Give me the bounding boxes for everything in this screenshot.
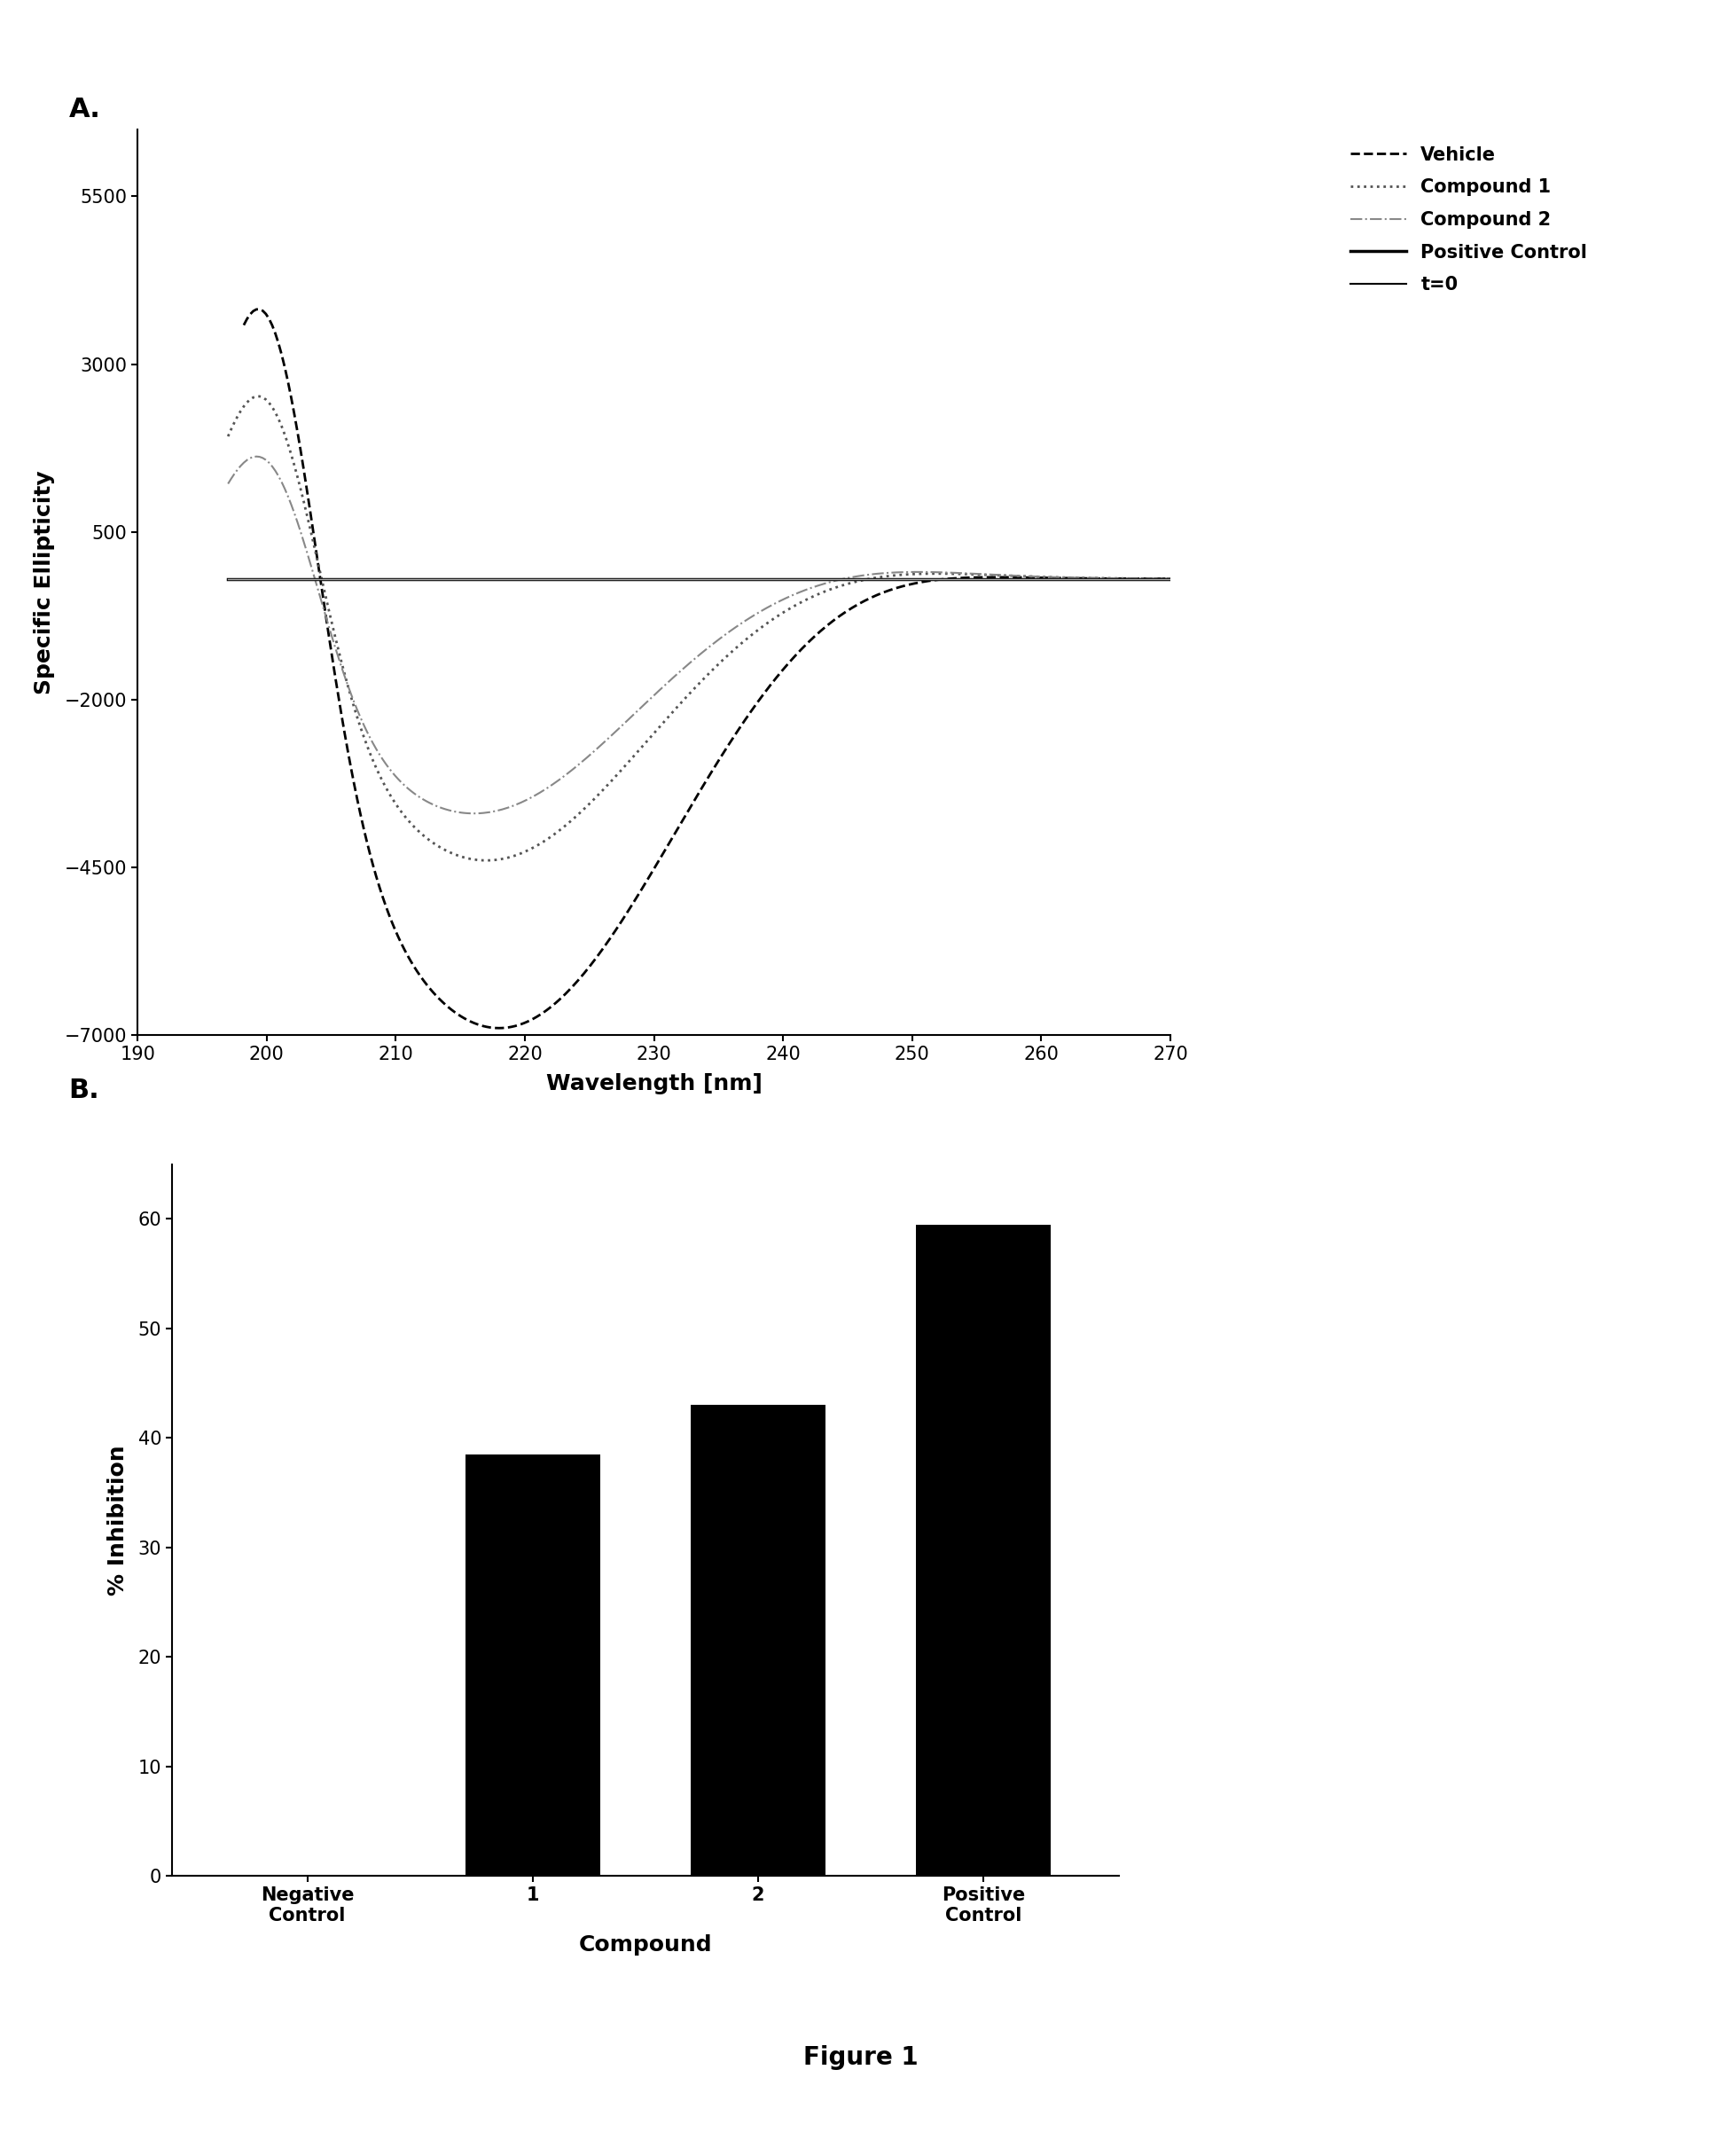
Compound 2 — [246, 444, 267, 470]
Vehicle — [778, 649, 799, 675]
Text: Figure 1: Figure 1 — [804, 2044, 917, 2070]
Y-axis label: Specific Ellipticity: Specific Ellipticity — [34, 470, 55, 694]
t=0 — [778, 565, 799, 591]
Vehicle — [1160, 565, 1181, 591]
Compound 2 — [1019, 563, 1039, 589]
Compound 1 — [219, 423, 239, 448]
Line: Compound 1: Compound 1 — [229, 397, 1170, 860]
Text: A.: A. — [69, 97, 100, 123]
Compound 1 — [1019, 563, 1039, 589]
Positive Control — [1072, 565, 1093, 591]
Positive Control — [1012, 565, 1033, 591]
Positive Control — [219, 565, 239, 591]
Vehicle — [776, 653, 797, 679]
Compound 2 — [220, 466, 241, 492]
Line: Vehicle: Vehicle — [244, 308, 1170, 1028]
Compound 2 — [800, 576, 821, 602]
Compound 1 — [1160, 565, 1181, 591]
t=0 — [776, 565, 797, 591]
Compound 1 — [1077, 565, 1098, 591]
Compound 1 — [477, 847, 497, 873]
Vehicle — [795, 634, 816, 660]
Compound 1 — [800, 584, 821, 610]
Legend: Vehicle, Compound 1, Compound 2, Positive Control, t=0: Vehicle, Compound 1, Compound 2, Positiv… — [1342, 138, 1595, 302]
Compound 2 — [1160, 565, 1181, 591]
t=0 — [1012, 565, 1033, 591]
Compound 2 — [463, 800, 484, 826]
Y-axis label: % Inhibition: % Inhibition — [107, 1445, 127, 1595]
Vehicle — [1012, 565, 1033, 591]
X-axis label: Compound: Compound — [578, 1934, 712, 1955]
Compound 1 — [250, 384, 270, 410]
Positive Control — [220, 565, 241, 591]
Compound 2 — [1077, 565, 1098, 591]
Compound 1 — [220, 416, 241, 442]
Positive Control — [776, 565, 797, 591]
t=0 — [219, 565, 239, 591]
Text: B.: B. — [69, 1078, 100, 1104]
Compound 2 — [781, 582, 802, 608]
Compound 2 — [785, 582, 805, 608]
Bar — [465, 1455, 601, 1876]
Bar — [690, 1406, 826, 1876]
Positive Control — [1160, 565, 1181, 591]
Bar — [916, 1225, 1052, 1876]
Vehicle — [1072, 565, 1093, 591]
t=0 — [220, 565, 241, 591]
X-axis label: Wavelength [nm]: Wavelength [nm] — [546, 1074, 762, 1095]
Compound 1 — [781, 595, 802, 621]
t=0 — [1160, 565, 1181, 591]
t=0 — [1072, 565, 1093, 591]
Line: Compound 2: Compound 2 — [229, 457, 1170, 813]
t=0 — [795, 565, 816, 591]
Positive Control — [795, 565, 816, 591]
Compound 1 — [785, 593, 805, 619]
Positive Control — [778, 565, 799, 591]
Compound 2 — [219, 470, 239, 496]
